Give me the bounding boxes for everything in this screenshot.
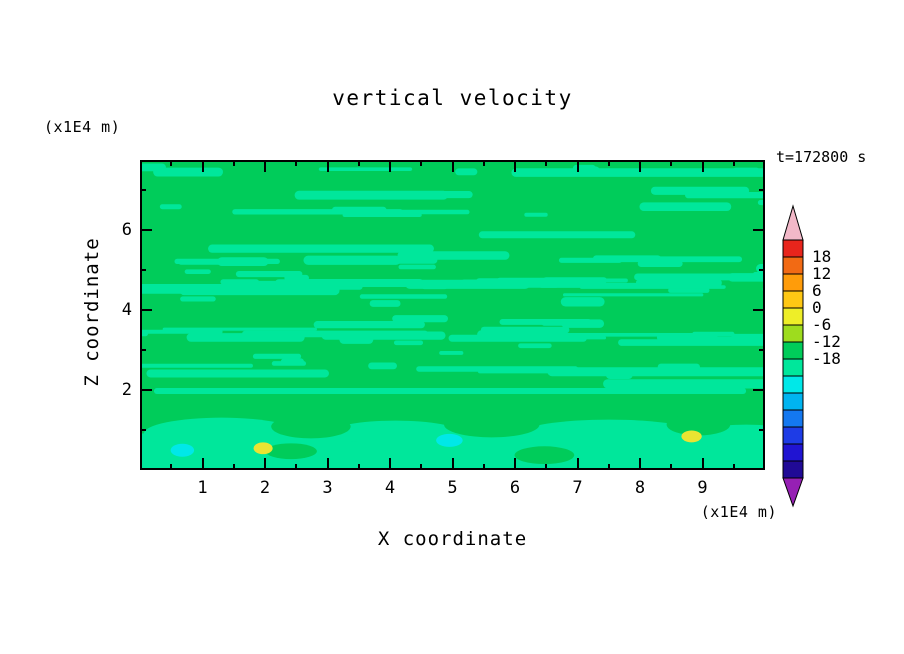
z-axis-minor-tick [759, 429, 765, 431]
x-axis-minor-tick [670, 160, 673, 166]
x-axis-minor-tick [482, 464, 485, 470]
contour-field [142, 162, 763, 468]
field-extremum [170, 443, 195, 457]
colorbar-segment [782, 273, 804, 292]
colorbar-label: 6 [812, 281, 822, 300]
z-tick-label: 6 [121, 220, 132, 240]
x-tick-label: 4 [384, 478, 396, 498]
z-tick-label: 4 [121, 300, 132, 320]
x-axis-minor-tick [732, 464, 735, 470]
x-tick-label: 9 [697, 478, 708, 498]
x-axis-major-tick [451, 458, 454, 470]
time-label: t=172800 s [776, 148, 867, 166]
z-axis-major-tick [753, 229, 765, 231]
field-extremum [436, 433, 463, 447]
x-axis-minor-tick [732, 160, 735, 166]
colorbar-segment [782, 358, 804, 377]
x-axis-minor-tick [357, 160, 360, 166]
z-axis-minor-tick [759, 349, 765, 351]
x-tick-label: 2 [259, 478, 271, 498]
colorbar-segment [782, 443, 804, 462]
colorbar-label: -6 [812, 315, 832, 334]
x-axis-major-tick [326, 160, 329, 172]
z-axis-minor-tick [140, 429, 146, 431]
x-axis-minor-tick [170, 160, 173, 166]
field-extremum [253, 442, 273, 455]
x-axis-minor-tick [420, 464, 423, 470]
z-axis-unit-label: (x1E4 m) [44, 118, 121, 136]
colorbar-label: 12 [812, 264, 832, 283]
x-axis-minor-tick [670, 464, 673, 470]
colorbar-segment [782, 375, 804, 394]
z-axis-minor-tick [140, 269, 146, 271]
x-axis-minor-tick [232, 464, 235, 470]
z-axis-major-tick [140, 309, 152, 311]
colorbar-segment [782, 392, 804, 411]
x-axis-title: X coordinate [377, 528, 528, 550]
x-axis-minor-tick [170, 464, 173, 470]
z-axis-major-tick [140, 229, 152, 231]
x-tick-label: 3 [322, 478, 333, 498]
z-axis-minor-tick [140, 349, 146, 351]
x-tick-label: 6 [509, 478, 521, 498]
colorbar-segment [782, 307, 804, 326]
colorbar-segment [782, 239, 804, 258]
z-tick-label: 2 [121, 380, 132, 400]
x-axis-major-tick [201, 458, 204, 470]
x-axis-minor-tick [482, 160, 485, 166]
x-axis-major-tick [264, 458, 266, 470]
x-axis-major-tick [201, 160, 204, 172]
colorbar-label: 18 [812, 247, 832, 266]
x-tick-label: 5 [447, 478, 458, 498]
x-axis-major-tick [326, 458, 329, 470]
x-axis-minor-tick [295, 464, 298, 470]
x-axis-minor-tick [545, 160, 548, 166]
x-axis-minor-tick [232, 160, 235, 166]
x-axis-unit-label: (x1E4 m) [700, 503, 777, 521]
x-axis-major-tick [701, 458, 704, 470]
colorbar-segment [782, 460, 804, 479]
x-axis-major-tick [389, 160, 391, 172]
x-axis-major-tick [389, 458, 391, 470]
x-axis-minor-tick [545, 464, 548, 470]
x-axis-major-tick [639, 160, 641, 172]
x-axis-major-tick [701, 160, 704, 172]
chart-title: vertical velocity [332, 86, 573, 110]
z-axis-major-tick [753, 389, 765, 391]
x-tick-label: 8 [634, 478, 646, 498]
colorbar-segment [782, 290, 804, 309]
plot-area [140, 160, 765, 470]
x-axis-minor-tick [420, 160, 423, 166]
x-axis-major-tick [514, 160, 516, 172]
z-axis-minor-tick [140, 189, 146, 191]
x-axis-major-tick [576, 458, 579, 470]
x-axis-major-tick [576, 160, 579, 172]
x-axis-minor-tick [357, 464, 360, 470]
colorbar-segment [782, 256, 804, 275]
x-axis-minor-tick [607, 464, 610, 470]
field-extremum [681, 430, 702, 443]
z-axis-minor-tick [759, 269, 765, 271]
z-axis-major-tick [753, 309, 765, 311]
x-axis-major-tick [514, 458, 516, 470]
z-axis-major-tick [140, 389, 152, 391]
x-tick-label: 7 [572, 478, 583, 498]
x-axis-major-tick [451, 160, 454, 172]
x-tick-label: 1 [197, 478, 208, 498]
colorbar-segment [782, 341, 804, 360]
x-axis-minor-tick [295, 160, 298, 166]
x-axis-minor-tick [607, 160, 610, 166]
colorbar-label: -12 [812, 332, 841, 351]
colorbar [782, 204, 804, 508]
colorbar-segment [782, 426, 804, 445]
colorbar-label: -18 [812, 349, 841, 368]
colorbar-segment [782, 409, 804, 428]
x-axis-major-tick [264, 160, 266, 172]
x-axis-major-tick [639, 458, 641, 470]
colorbar-segment [782, 324, 804, 343]
z-axis-minor-tick [759, 189, 765, 191]
colorbar-label: 0 [812, 298, 822, 317]
